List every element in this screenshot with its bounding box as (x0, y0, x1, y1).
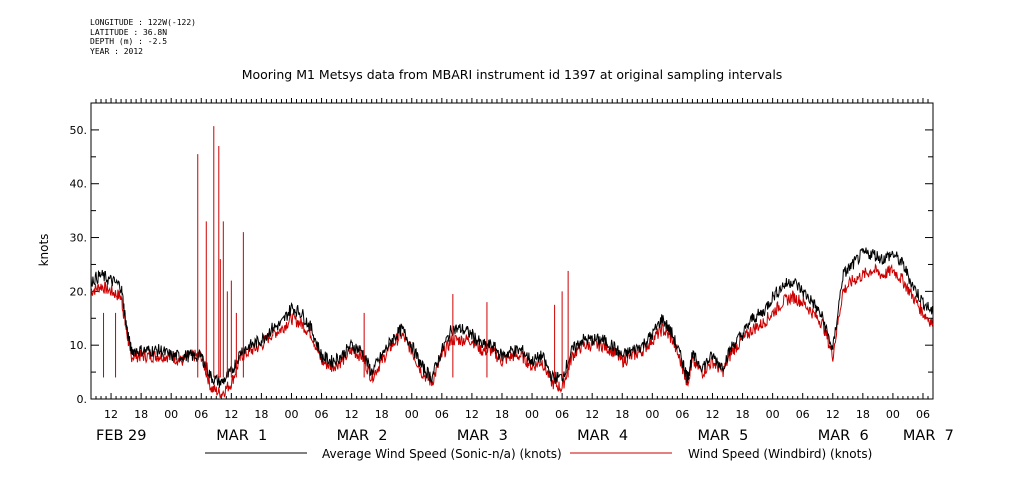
x-tick-label: 18 (736, 408, 750, 421)
y-tick-label: 10. (70, 339, 88, 352)
legend-label-windbird: Wind Speed (Windbird) (knots) (688, 447, 872, 461)
x-tick-label: 12 (705, 408, 719, 421)
x-tick-label: 00 (284, 408, 298, 421)
x-tick-label: 00 (886, 408, 900, 421)
x-tick-label: 12 (826, 408, 840, 421)
x-tick-label: 12 (465, 408, 479, 421)
y-tick-label: 0. (77, 393, 88, 406)
x-day-label: MAR 4 (577, 428, 628, 444)
metadata-block: LONGITUDE : 122W(-122) LATITUDE : 36.8N … (90, 18, 196, 56)
x-tick-label: 06 (675, 408, 689, 421)
x-day-label: MAR 2 (337, 428, 388, 444)
x-tick-label: 12 (585, 408, 599, 421)
x-tick-label: 00 (645, 408, 659, 421)
x-tick-label: 06 (435, 408, 449, 421)
series-line-sonic (90, 247, 934, 388)
axes: 12 18 00 06 12 18 00 06 12 18 00 06 12 18 00 06 12 18 00 06… (70, 98, 954, 444)
x-tick-label: 18 (375, 408, 389, 421)
x-tick-label: 18 (615, 408, 629, 421)
x-tick-label: 18 (134, 408, 148, 421)
x-tick-label: 00 (525, 408, 539, 421)
x-day-label: MAR 1 (216, 428, 267, 444)
y-tick-label: 50. (70, 124, 88, 137)
series-layer (90, 126, 934, 398)
longitude-label: LONGITUDE : 122W(-122) (90, 18, 196, 27)
y-tick-label: 40. (70, 178, 88, 191)
x-tick-label: 06 (194, 408, 208, 421)
x-tick-label: 00 (766, 408, 780, 421)
y-axis-label: knots (37, 234, 51, 267)
x-day-label: FEB 29 (96, 428, 147, 444)
latitude-label: LATITUDE : 36.8N (90, 27, 168, 37)
series-line-windbird (90, 263, 934, 398)
year-label: YEAR : 2012 (90, 46, 143, 56)
x-tick-label: 12 (104, 408, 118, 421)
x-tick-label: 18 (495, 408, 509, 421)
y-tick-label: 30. (70, 232, 88, 245)
x-day-label: MAR 6 (818, 428, 869, 444)
x-day-label: MAR 7 (903, 428, 954, 444)
x-tick-label: 06 (315, 408, 329, 421)
x-tick-label: 12 (345, 408, 359, 421)
x-day-label: MAR 5 (697, 428, 748, 444)
y-tick-label: 20. (70, 285, 88, 298)
legend: Average Wind Speed (Sonic-n/a) (knots) W… (205, 447, 872, 461)
x-tick-label: 18 (254, 408, 268, 421)
x-day-label: MAR 3 (457, 428, 508, 444)
x-tick-label: 06 (796, 408, 810, 421)
x-tick-label: 00 (405, 408, 419, 421)
x-tick-label: 12 (224, 408, 238, 421)
chart-title: Mooring M1 Metsys data from MBARI instru… (242, 67, 783, 82)
x-tick-label: 06 (555, 408, 569, 421)
depth-label: DEPTH (m) : -2.5 (90, 37, 168, 46)
x-tick-label: 06 (916, 408, 930, 421)
x-tick-label: 18 (856, 408, 870, 421)
legend-label-sonic: Average Wind Speed (Sonic-n/a) (knots) (322, 447, 562, 461)
x-tick-label: 00 (164, 408, 178, 421)
